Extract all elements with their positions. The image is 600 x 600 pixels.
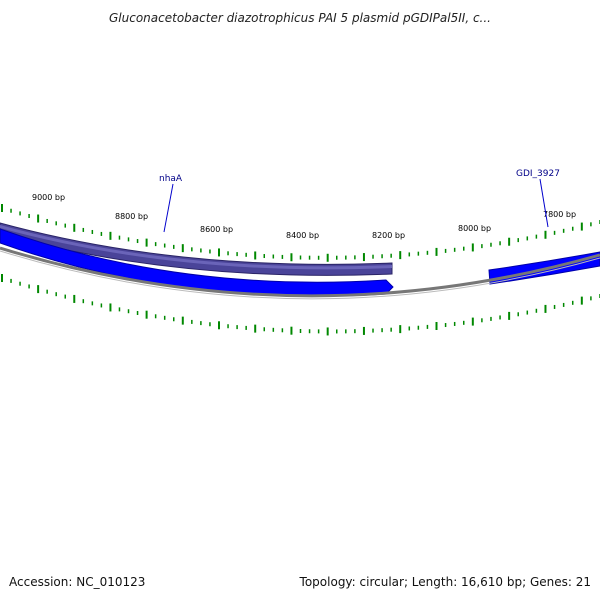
scale-label-7800: 7800 bp xyxy=(543,210,576,219)
plasmid-backbone xyxy=(0,246,600,298)
inner-scale-ticks xyxy=(1,274,600,336)
scale-label-9000: 9000 bp xyxy=(32,193,65,202)
accession-text: Accession: NC_010123 xyxy=(9,575,145,589)
scale-label-8200: 8200 bp xyxy=(372,231,405,240)
scale-label-8000: 8000 bp xyxy=(458,224,491,233)
summary-text: Topology: circular; Length: 16,610 bp; G… xyxy=(299,575,591,589)
gene-nhaA-feature[interactable] xyxy=(0,222,393,276)
map-title: Gluconacetobacter diazotrophicus PAI 5 p… xyxy=(109,11,491,25)
outer-scale-ticks xyxy=(1,204,600,262)
scale-label-8400: 8400 bp xyxy=(286,231,319,240)
gene-nhaA-leader-line xyxy=(163,183,174,233)
gene-GDI_3927-leader-line xyxy=(539,178,549,228)
gene-nhaA-highlight xyxy=(0,225,392,270)
plasmid-backbone-edge xyxy=(0,250,600,300)
scale-label-8600: 8600 bp xyxy=(200,225,233,234)
gene-label-nhaA[interactable]: nhaA xyxy=(159,174,183,184)
scale-label-8800: 8800 bp xyxy=(115,212,148,221)
gene-label-GDI_3927[interactable]: GDI_3927 xyxy=(516,169,560,179)
